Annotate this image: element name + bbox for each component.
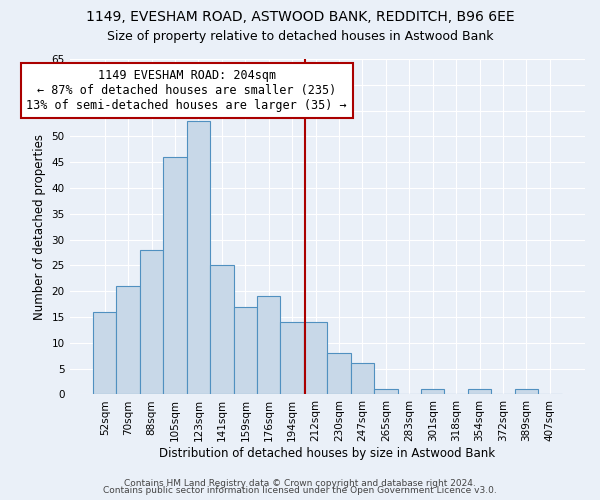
Bar (233, 306, 257, 394)
Bar (515, 390, 538, 394)
Bar (374, 390, 398, 394)
Y-axis label: Number of detached properties: Number of detached properties (33, 134, 46, 320)
Bar (140, 250, 163, 394)
Text: Size of property relative to detached houses in Astwood Bank: Size of property relative to detached ho… (107, 30, 493, 43)
Bar (210, 266, 233, 394)
Text: 1149 EVESHAM ROAD: 204sqm
← 87% of detached houses are smaller (235)
13% of semi: 1149 EVESHAM ROAD: 204sqm ← 87% of detac… (26, 70, 347, 112)
Bar (116, 286, 140, 395)
Bar (187, 121, 210, 394)
Bar (421, 390, 445, 394)
X-axis label: Distribution of detached houses by size in Astwood Bank: Distribution of detached houses by size … (159, 447, 496, 460)
Bar (93, 312, 116, 394)
Bar (351, 364, 374, 394)
Bar (468, 390, 491, 394)
Text: Contains public sector information licensed under the Open Government Licence v3: Contains public sector information licen… (103, 486, 497, 495)
Bar (163, 157, 187, 394)
Bar (257, 296, 280, 394)
Bar (328, 353, 351, 395)
Bar (280, 322, 304, 394)
Text: 1149, EVESHAM ROAD, ASTWOOD BANK, REDDITCH, B96 6EE: 1149, EVESHAM ROAD, ASTWOOD BANK, REDDIT… (86, 10, 514, 24)
Text: Contains HM Land Registry data © Crown copyright and database right 2024.: Contains HM Land Registry data © Crown c… (124, 478, 476, 488)
Bar (304, 322, 328, 394)
